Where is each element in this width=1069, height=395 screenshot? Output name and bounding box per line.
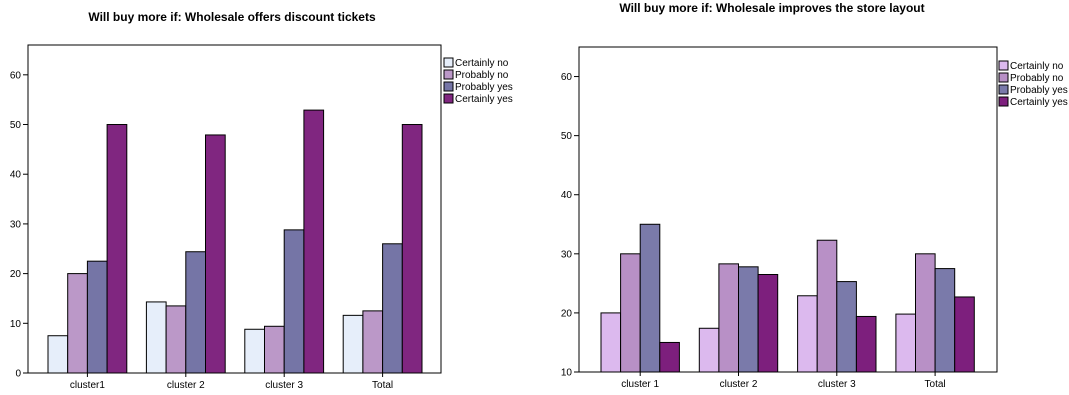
bar-probably-no-3 xyxy=(816,239,838,373)
y-tick-label: 20 xyxy=(561,308,573,319)
bar-probably-no-3 xyxy=(264,325,285,374)
bar-probably-no-1 xyxy=(67,273,88,374)
legend-swatch xyxy=(998,60,1009,71)
chart-left: Will buy more if: Wholesale offers disco… xyxy=(10,10,513,391)
bar-probably-no-2 xyxy=(165,305,187,374)
y-tick-label: 40 xyxy=(561,190,573,201)
chart-title: Will buy more if: Wholesale offers disco… xyxy=(88,10,376,24)
x-tick-label: cluster 2 xyxy=(720,379,758,390)
bar-probably-yes-1 xyxy=(639,223,661,373)
bar-probably-yes-3 xyxy=(283,229,305,374)
bars-group xyxy=(47,109,423,374)
bar-certainly-no-2 xyxy=(698,327,720,373)
bar-probably-yes-1 xyxy=(86,260,108,374)
bar-probably-yes-2 xyxy=(185,251,207,374)
bar-certainly-yes-1 xyxy=(659,341,680,373)
bar-probably-no-4 xyxy=(362,310,384,374)
y-tick-label: 10 xyxy=(561,368,573,379)
bar-probably-yes-2 xyxy=(738,266,759,373)
legend-swatch xyxy=(998,84,1009,95)
y-tick-label: 60 xyxy=(10,70,22,81)
legend-swatch xyxy=(443,57,454,68)
bar-certainly-yes-2 xyxy=(757,274,779,373)
bar-certainly-no-1 xyxy=(47,335,69,374)
bar-certainly-no-2 xyxy=(145,301,167,374)
x-tick-label: Total xyxy=(925,379,946,390)
y-tick-label: 50 xyxy=(10,120,22,131)
legend-label: Probably no xyxy=(455,70,509,81)
axes-group: 0 10 20 30 40 50 60 cluster1 cluster 2 cluster 3 T… xyxy=(10,70,393,391)
plot-frame xyxy=(27,44,442,374)
x-tick-label: Total xyxy=(372,380,393,391)
y-tick-label: 10 xyxy=(10,319,22,330)
bar-certainly-yes-4 xyxy=(401,124,423,374)
y-tick-label: 50 xyxy=(561,131,573,142)
legend-label: Certainly no xyxy=(1010,61,1064,72)
x-tick-label: cluster 3 xyxy=(265,380,303,391)
x-tick-label: cluster 3 xyxy=(818,379,856,390)
legend-swatch xyxy=(998,72,1009,83)
bar-certainly-yes-1 xyxy=(106,124,128,374)
bar-certainly-yes-4 xyxy=(954,296,975,373)
y-tick-label: 30 xyxy=(10,219,22,230)
y-tick-label: 60 xyxy=(561,72,573,83)
plot-frame xyxy=(578,46,998,373)
bar-probably-no-2 xyxy=(718,263,740,373)
bar-probably-yes-3 xyxy=(836,281,857,373)
legend-swatch xyxy=(998,96,1009,107)
bars-group xyxy=(600,223,975,373)
legend-swatch xyxy=(443,93,454,104)
x-tick-label: cluster 2 xyxy=(167,380,205,391)
chart-title: Will buy more if: Wholesale improves the… xyxy=(619,1,924,15)
y-tick-label: 40 xyxy=(10,170,22,181)
x-tick-label: cluster1 xyxy=(70,380,105,391)
bar-certainly-yes-3 xyxy=(303,109,325,374)
legend-label: Probably yes xyxy=(455,82,513,93)
legend-label: Probably yes xyxy=(1010,85,1068,96)
legend-label: Certainly yes xyxy=(1010,97,1068,108)
y-tick-label: 20 xyxy=(10,269,22,280)
legend-label: Certainly yes xyxy=(455,94,513,105)
bar-certainly-yes-3 xyxy=(855,315,877,373)
bar-certainly-no-4 xyxy=(342,314,364,374)
bar-probably-no-4 xyxy=(915,253,936,373)
bar-certainly-yes-2 xyxy=(205,134,226,374)
legend-swatch xyxy=(443,81,454,92)
legend-label: Probably no xyxy=(1010,73,1064,84)
bar-certainly-no-3 xyxy=(244,328,266,374)
bar-probably-no-1 xyxy=(620,253,641,373)
axes-group: 10 20 30 40 50 60 cluster 1 cluster 2 cluster 3 T… xyxy=(561,72,946,390)
chart-right: Will buy more if: Wholesale improves the… xyxy=(561,1,1068,390)
y-tick-label: 30 xyxy=(561,249,573,260)
legend-label: Certainly no xyxy=(455,58,509,69)
legend-swatch xyxy=(443,69,454,80)
bar-certainly-no-1 xyxy=(600,312,622,373)
bar-probably-yes-4 xyxy=(934,268,956,373)
x-tick-label: cluster 1 xyxy=(621,379,659,390)
bar-certainly-no-4 xyxy=(895,313,917,373)
bar-certainly-no-3 xyxy=(797,295,818,373)
bar-probably-yes-4 xyxy=(382,243,403,374)
y-tick-label: 0 xyxy=(15,369,21,380)
